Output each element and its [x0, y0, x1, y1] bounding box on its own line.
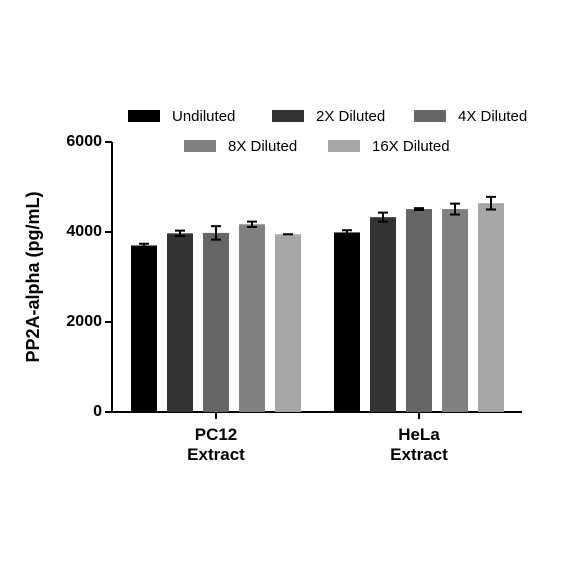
bar — [334, 232, 360, 412]
error-bar — [139, 242, 149, 249]
error-bar — [414, 207, 424, 211]
y-tick-label: 6000 — [66, 133, 102, 150]
bar — [167, 233, 193, 412]
legend-label: 16X Diluted — [372, 138, 450, 155]
legend-label: 4X Diluted — [458, 108, 527, 125]
bar — [275, 234, 301, 412]
x-tick-label: PC12 Extract — [187, 425, 245, 464]
error-bar — [342, 229, 352, 236]
y-tick-label: 4000 — [66, 223, 102, 240]
error-bar — [486, 195, 496, 211]
bar — [203, 232, 229, 412]
legend-label: 2X Diluted — [316, 108, 385, 125]
bar — [239, 224, 265, 412]
bar — [478, 203, 504, 412]
legend-label: 8X Diluted — [228, 138, 297, 155]
bar — [370, 217, 396, 412]
legend-swatch — [184, 140, 216, 152]
error-bar — [175, 229, 185, 238]
error-bar — [247, 220, 257, 229]
bar — [442, 209, 468, 412]
legend-swatch — [272, 110, 304, 122]
bar — [406, 209, 432, 412]
x-tick-label: HeLa Extract — [390, 425, 448, 464]
error-bar — [211, 225, 221, 241]
y-axis-label: PP2A-alpha (pg/mL) — [23, 191, 43, 362]
legend-label: Undiluted — [172, 108, 235, 125]
legend-swatch — [328, 140, 360, 152]
bar — [131, 245, 157, 412]
error-bar — [378, 211, 388, 223]
y-tick-label: 0 — [93, 403, 102, 420]
legend-swatch — [414, 110, 446, 122]
legend-swatch — [128, 110, 160, 122]
error-bar — [450, 202, 460, 216]
y-tick-label: 2000 — [66, 313, 102, 330]
